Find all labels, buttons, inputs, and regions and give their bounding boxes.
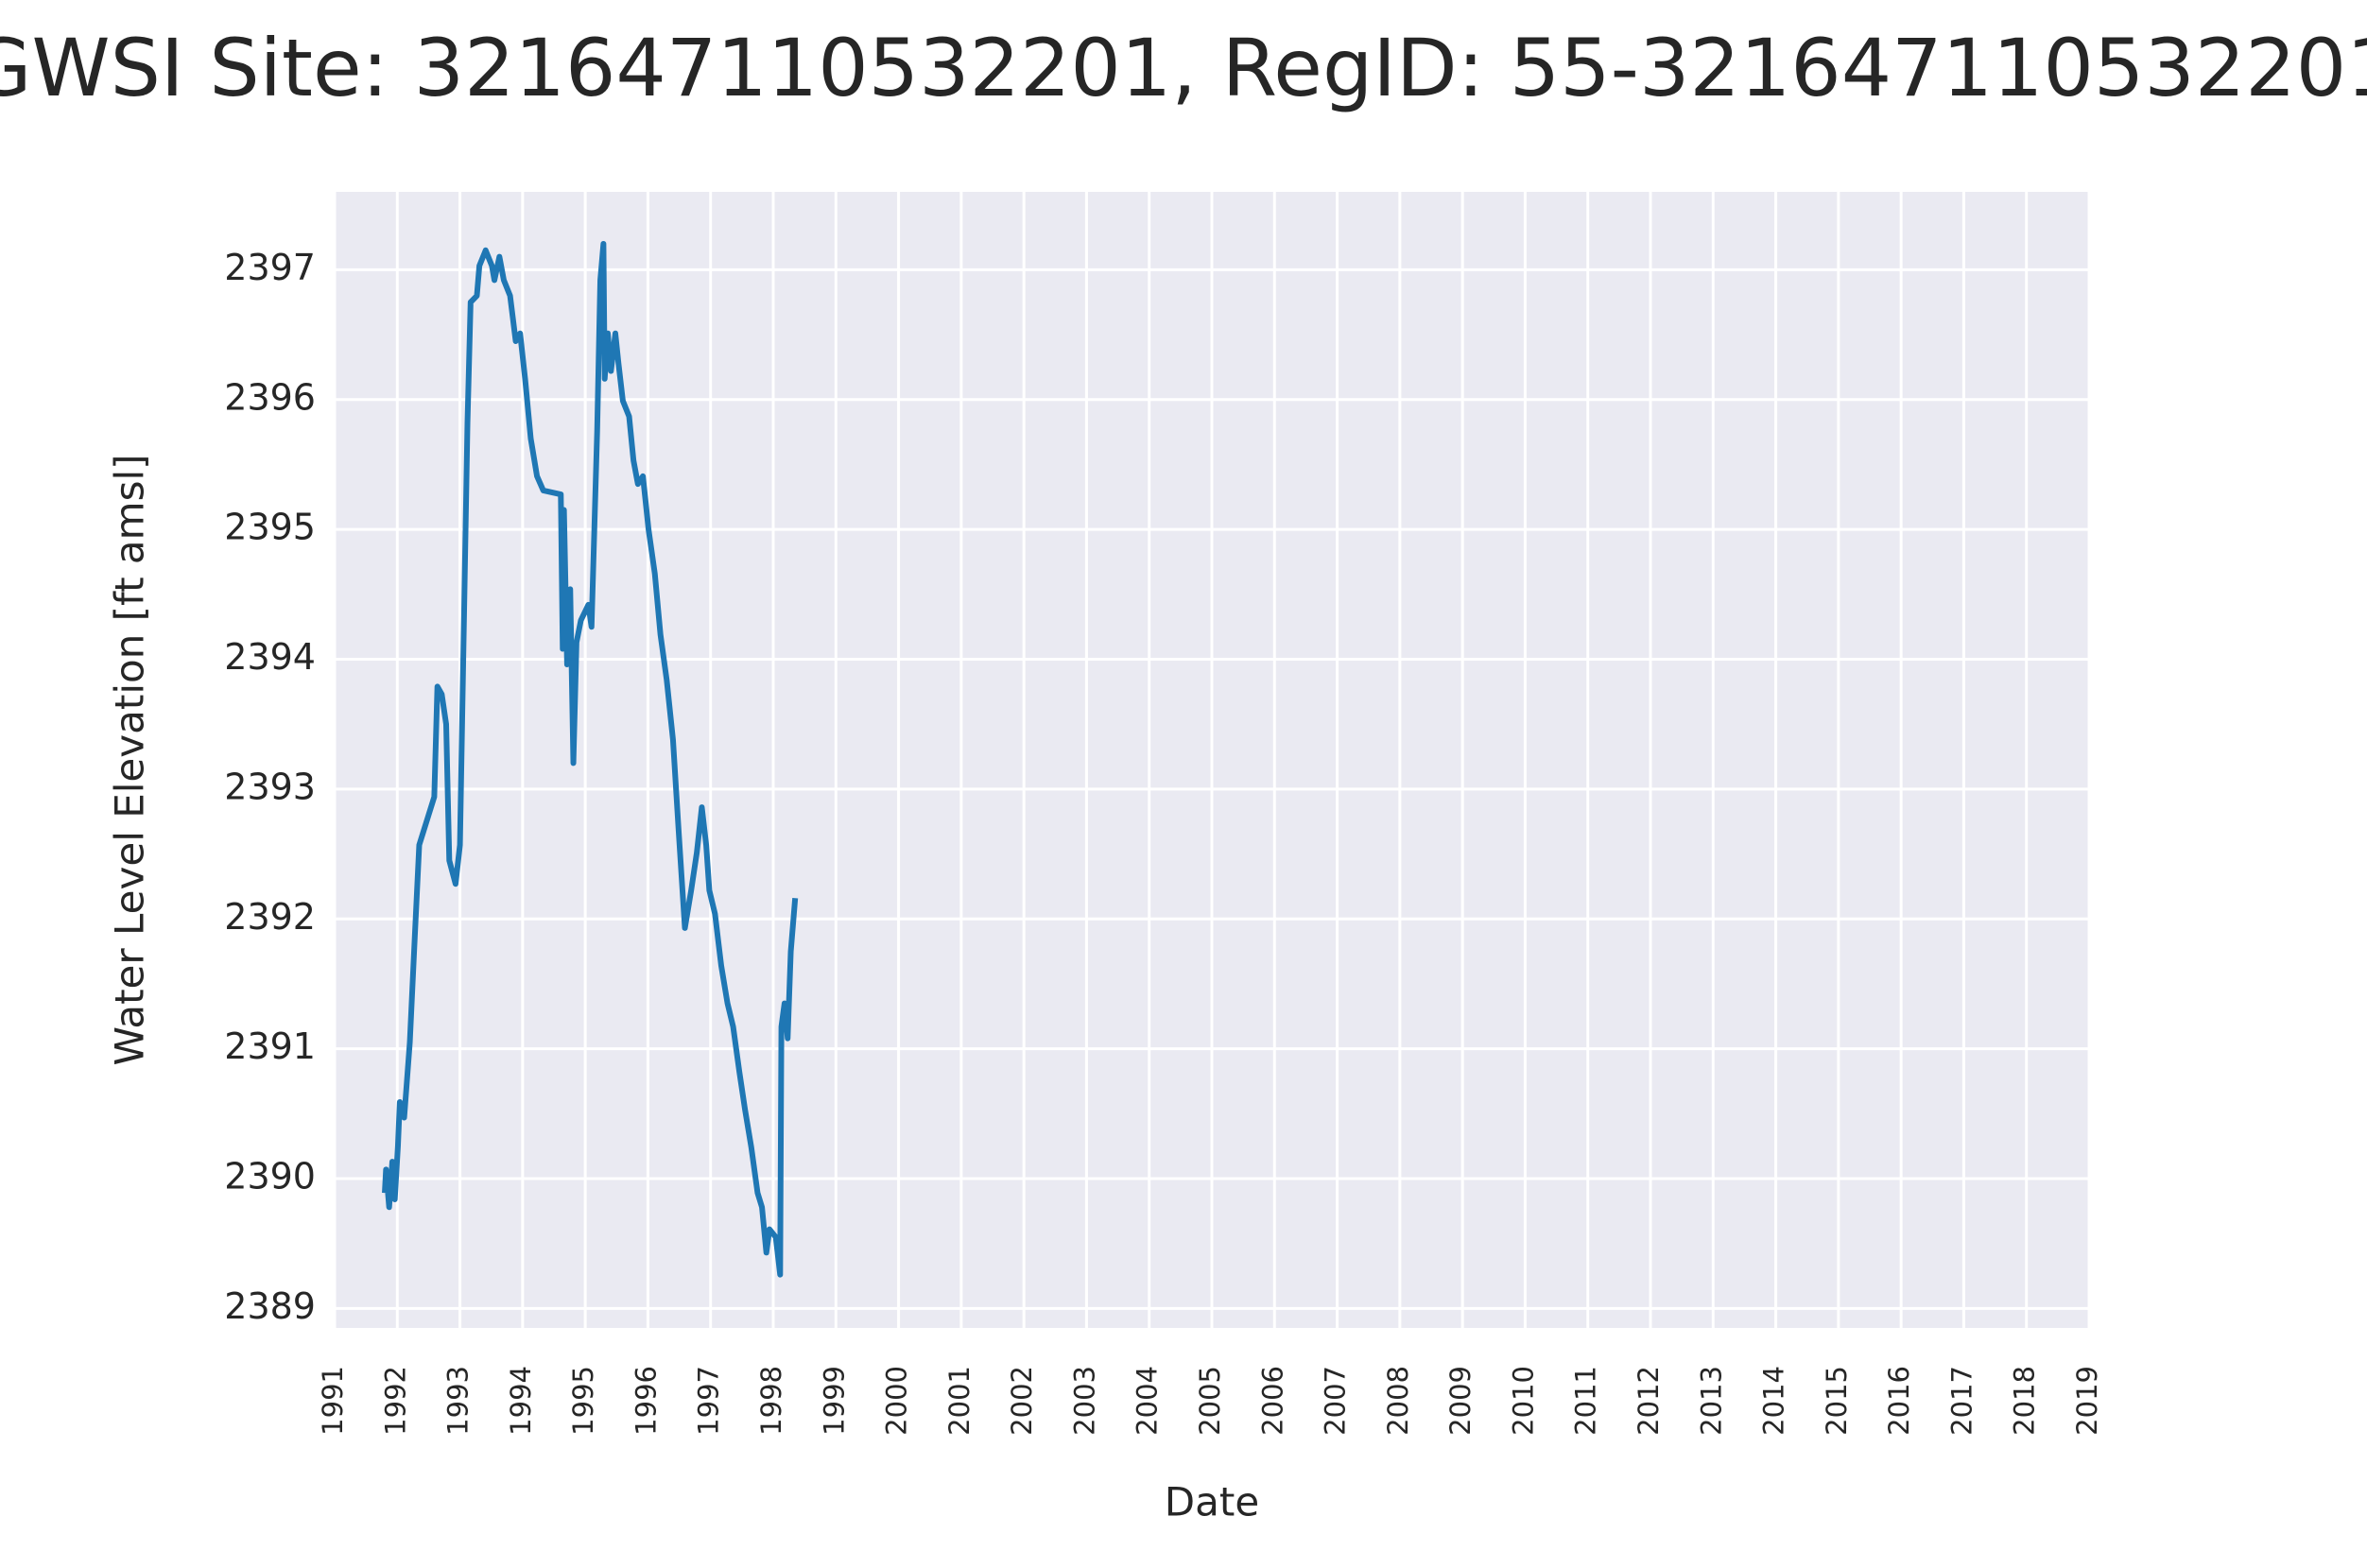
y-tick-label: 2393 xyxy=(224,766,316,807)
x-tick-label: 2006 xyxy=(1256,1366,1288,1436)
x-tick-label: 2004 xyxy=(1132,1366,1164,1436)
x-tick-label: 2011 xyxy=(1570,1366,1602,1436)
x-tick-label: 1999 xyxy=(818,1366,850,1436)
x-tick-label: 1997 xyxy=(693,1366,725,1436)
x-tick-label: 2019 xyxy=(2071,1366,2103,1436)
data-line xyxy=(382,240,799,1278)
x-tick-label: 2018 xyxy=(2009,1366,2041,1436)
x-tick-label: 2017 xyxy=(1945,1366,1978,1436)
x-tick-label: 1996 xyxy=(630,1366,662,1436)
x-tick-label: 2016 xyxy=(1883,1366,1915,1436)
x-axis-label: Date xyxy=(1165,1479,1259,1525)
y-tick-label: 2397 xyxy=(224,247,316,288)
x-tick-label: 2009 xyxy=(1444,1366,1477,1436)
x-tick-label: 1998 xyxy=(755,1366,787,1436)
x-tick-label: 2007 xyxy=(1320,1366,1352,1436)
x-tick-label: 2005 xyxy=(1194,1366,1226,1436)
x-tick-label: 2001 xyxy=(943,1366,976,1436)
x-tick-label: 1994 xyxy=(505,1366,537,1436)
x-tick-label: 1992 xyxy=(379,1366,411,1436)
x-tick-label: 2008 xyxy=(1382,1366,1414,1436)
y-tick-label: 2395 xyxy=(224,507,316,548)
x-tick-label: 2014 xyxy=(1758,1366,1790,1436)
y-tick-label: 2394 xyxy=(224,636,316,678)
x-tick-label: 2010 xyxy=(1507,1366,1539,1436)
y-tick-label: 2389 xyxy=(224,1285,316,1327)
x-tick-label: 2003 xyxy=(1068,1366,1100,1436)
x-tick-label: 2000 xyxy=(881,1366,913,1436)
x-tick-label: 1991 xyxy=(317,1366,349,1436)
x-tick-label: 1993 xyxy=(442,1366,475,1436)
y-axis-label: Water Level Elevation [ft amsl] xyxy=(107,454,153,1065)
x-tick-label: 2002 xyxy=(1006,1366,1038,1436)
y-tick-label: 2396 xyxy=(224,376,316,418)
y-tick-label: 2390 xyxy=(224,1156,316,1198)
chart-title: GWSI Site: 321647110532201, RegID: 55-32… xyxy=(0,22,2367,114)
x-tick-label: 2012 xyxy=(1633,1366,1665,1436)
y-tick-label: 2392 xyxy=(224,896,316,938)
x-tick-label: 2013 xyxy=(1695,1366,1727,1436)
x-tick-label: 1995 xyxy=(567,1366,599,1436)
x-tick-label: 2015 xyxy=(1821,1366,1853,1436)
y-tick-label: 2391 xyxy=(224,1025,316,1067)
